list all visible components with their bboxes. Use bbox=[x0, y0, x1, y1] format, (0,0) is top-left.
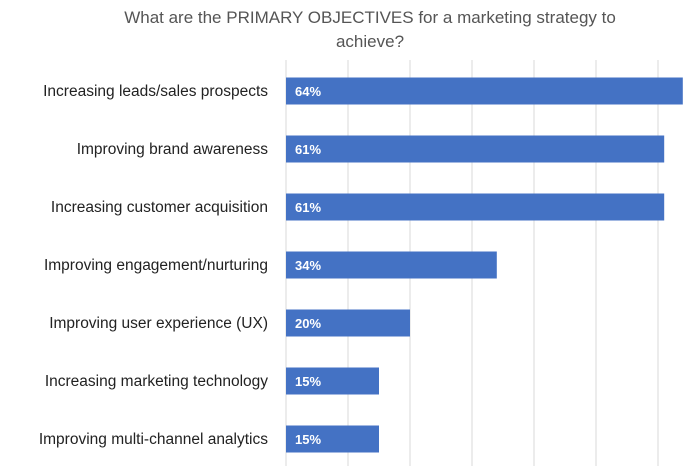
category-label: Improving multi-channel analytics bbox=[39, 431, 268, 448]
category-label: Improving engagement/nurturing bbox=[44, 257, 268, 274]
bar bbox=[286, 193, 665, 221]
bar-value-label: 15% bbox=[295, 432, 321, 447]
chart-title-line-1: What are the PRIMARY OBJECTIVES for a ma… bbox=[124, 8, 616, 27]
bar bbox=[286, 425, 379, 453]
bar-value-label: 15% bbox=[295, 374, 321, 389]
bar-value-label: 20% bbox=[295, 316, 321, 331]
category-label: Improving brand awareness bbox=[77, 141, 269, 158]
bar bbox=[286, 135, 665, 163]
category-label: Increasing marketing technology bbox=[45, 373, 268, 390]
category-label: Increasing leads/sales prospects bbox=[43, 83, 268, 100]
category-label: Improving user experience (UX) bbox=[49, 315, 268, 332]
bar-value-label: 64% bbox=[295, 84, 321, 99]
chart-title-line-2: achieve? bbox=[335, 32, 405, 51]
bar-value-label: 61% bbox=[295, 200, 321, 215]
category-label: Increasing customer acquisition bbox=[51, 199, 268, 216]
bar bbox=[286, 367, 379, 395]
bar bbox=[286, 309, 410, 337]
bar-value-label: 34% bbox=[295, 258, 321, 273]
chart-title: What are the PRIMARY OBJECTIVES for a ma… bbox=[70, 6, 670, 54]
bar bbox=[286, 251, 497, 279]
bar-value-label: 61% bbox=[295, 142, 321, 157]
bar bbox=[286, 77, 683, 105]
